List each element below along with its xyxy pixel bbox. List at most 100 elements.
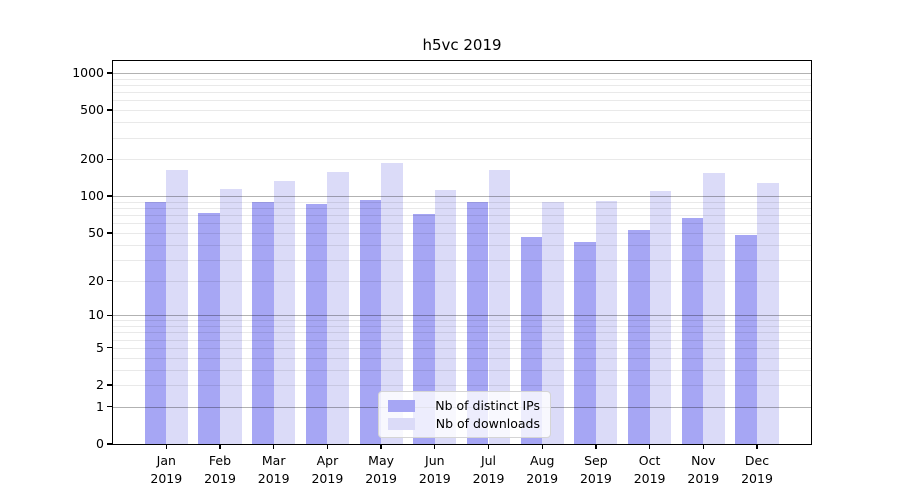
x-tick-month-aug: Aug (529, 453, 555, 468)
y-tick-label-200: 200 (80, 151, 104, 167)
x-tick-month-jun: Jun (425, 453, 445, 468)
bar-distinct-ips-jul (466, 202, 489, 444)
y-tick-mark-20 (107, 279, 112, 282)
bar-distinct-ips-sep (574, 242, 596, 444)
x-tick-year-feb: 2019 (204, 470, 236, 486)
x-tick-mark-feb (219, 444, 221, 449)
y-tick-label-20: 20 (88, 272, 104, 288)
y-tick-mark-2 (107, 384, 112, 386)
x-tick-mark-jan (165, 444, 167, 449)
bar-downloads-apr (327, 172, 349, 444)
x-tick-label-jan: Jan 2019 (138, 452, 194, 487)
gridline-minor-70 (113, 215, 811, 217)
x-tick-month-jul: Jul (480, 453, 497, 468)
x-tick-mark-aug (541, 444, 543, 449)
x-tick-mark-mar (273, 444, 275, 449)
gridline-major-10 (113, 315, 811, 317)
chart-title: h5vc 2019 (422, 36, 502, 54)
x-tick-year-jul: 2019 (472, 470, 505, 486)
bar-downloads-feb (220, 188, 242, 444)
x-tick-label-apr: Apr 2019 (299, 452, 355, 487)
bar-downloads-nov (703, 172, 725, 444)
legend-swatch-downloads (388, 417, 415, 430)
x-tick-year-sep: 2019 (579, 470, 612, 486)
y-tick-mark-1000 (107, 72, 112, 74)
y-tick-mark-10 (107, 314, 112, 316)
gridline-major-100 (113, 196, 811, 198)
x-tick-month-feb: Feb (208, 453, 232, 468)
bar-downloads-jan (166, 169, 188, 444)
y-tick-mark-200 (107, 158, 112, 160)
bar-distinct-ips-jan (144, 202, 167, 444)
y-tick-label-10: 10 (88, 307, 104, 323)
y-tick-label-500: 500 (80, 102, 104, 118)
x-tick-label-dec: Dec 2019 (729, 452, 785, 487)
y-tick-label-50: 50 (88, 224, 104, 240)
bar-distinct-ips-may (359, 200, 382, 444)
x-tick-year-jun: 2019 (418, 470, 451, 486)
x-tick-label-sep: Sep 2019 (568, 452, 624, 487)
x-tick-mark-may (380, 444, 382, 449)
gridline-minor-200 (113, 159, 811, 161)
x-tick-year-dec: 2019 (741, 470, 773, 486)
gridline-minor-60 (113, 223, 811, 225)
gridline-minor-900 (113, 78, 811, 80)
legend-label-downloads: Nb of downloads (435, 416, 540, 431)
x-tick-month-sep: Sep (584, 453, 608, 468)
y-tick-label-100: 100 (80, 188, 104, 204)
x-tick-month-oct: Oct (638, 453, 661, 468)
bar-downloads-jul (488, 169, 511, 444)
legend: Nb of distinct IPs Nb of downloads (378, 391, 551, 438)
x-tick-mark-sep (595, 444, 597, 449)
gridline-minor-6 (113, 339, 811, 341)
gridline-minor-700 (113, 92, 811, 94)
y-tick-label-1: 1 (96, 398, 104, 414)
gridline-minor-2 (113, 385, 811, 386)
gridline-minor-800 (113, 84, 811, 86)
gridline-minor-40 (113, 244, 811, 246)
gridline-minor-80 (113, 208, 811, 210)
bar-distinct-ips-oct (628, 229, 650, 444)
gridline-minor-600 (113, 100, 811, 102)
bar-downloads-aug (542, 201, 564, 444)
gridline-minor-400 (113, 122, 811, 124)
x-tick-month-may: May (368, 453, 395, 468)
gridline-minor-9 (113, 320, 811, 322)
x-tick-year-jan: 2019 (150, 470, 183, 486)
x-tick-month-nov: Nov (691, 453, 716, 468)
x-tick-label-nov: Nov 2019 (675, 452, 731, 487)
legend-item-ips: Nb of distinct IPs (388, 398, 540, 413)
x-tick-month-apr: Apr (316, 453, 339, 468)
bar-downloads-jun (434, 190, 457, 444)
x-tick-month-jan: Jan (156, 453, 176, 468)
gridline-minor-7 (113, 332, 811, 334)
x-tick-label-jun: Jun 2019 (407, 452, 463, 487)
bar-distinct-ips-jun (413, 213, 435, 444)
x-tick-mark-nov (702, 444, 704, 449)
bar-downloads-mar (273, 180, 296, 444)
y-tick-mark-1 (107, 406, 112, 408)
gridline-minor-20 (113, 280, 811, 282)
x-tick-mark-jul (487, 444, 490, 449)
x-tick-month-dec: Dec (744, 453, 770, 468)
bar-distinct-ips-apr (305, 203, 328, 444)
bar-downloads-may (381, 163, 403, 444)
x-tick-mark-apr (326, 444, 329, 449)
y-tick-mark-500 (107, 109, 112, 111)
bar-distinct-ips-dec (735, 235, 757, 444)
bar-downloads-oct (649, 191, 672, 444)
y-tick-mark-50 (107, 232, 112, 234)
gridline-minor-50 (113, 232, 811, 234)
x-tick-year-aug: 2019 (526, 470, 559, 486)
gridline-minor-30 (113, 259, 811, 261)
x-tick-month-mar: Mar (261, 453, 286, 468)
gridline-minor-3 (113, 369, 811, 371)
y-tick-mark-100 (107, 195, 112, 197)
bar-distinct-ips-feb (198, 212, 220, 444)
y-tick-label-2: 2 (96, 377, 104, 392)
x-tick-year-nov: 2019 (687, 470, 720, 486)
x-tick-mark-oct (648, 444, 651, 449)
x-tick-label-oct: Oct 2019 (622, 452, 678, 487)
x-tick-year-apr: 2019 (311, 470, 344, 486)
